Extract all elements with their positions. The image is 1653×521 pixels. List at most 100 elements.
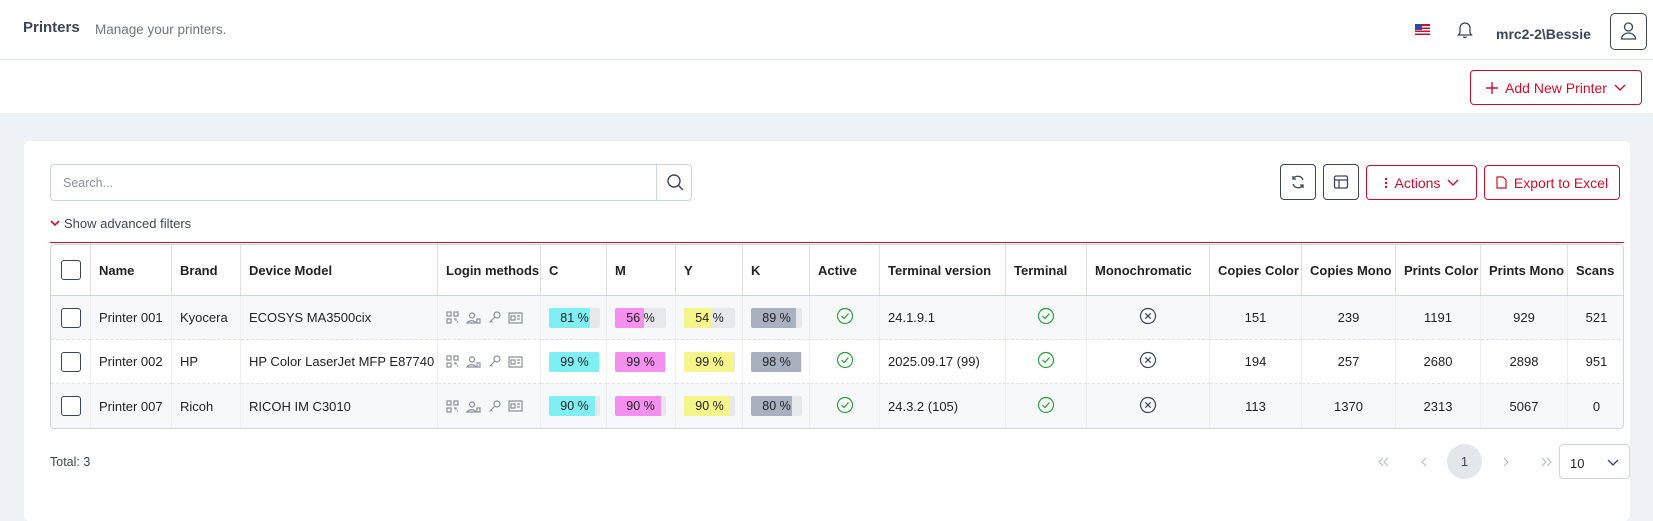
column-header[interactable]: K xyxy=(743,245,810,296)
next-page[interactable] xyxy=(1488,444,1523,479)
column-header[interactable]: Y xyxy=(676,245,743,296)
status-yes-icon-path xyxy=(1037,307,1055,325)
checkbox[interactable] xyxy=(60,260,81,280)
status-no-icon-path xyxy=(1139,396,1157,413)
flag-icon[interactable] xyxy=(1415,24,1430,35)
scans-cell: 951 xyxy=(1568,340,1623,384)
search-box[interactable]: Search... xyxy=(50,164,692,201)
user-name[interactable]: mrc2-2\Bessie xyxy=(1496,26,1591,42)
prev-page[interactable] xyxy=(1406,444,1441,479)
copies-color-cell: 194 xyxy=(1210,340,1302,384)
advanced-filters-toggle[interactable]: Show advanced filters xyxy=(50,216,191,231)
printers-table: Name Brand Device Model Login methods C M Y K Ac… xyxy=(51,245,1623,428)
notification-icon[interactable] xyxy=(1457,21,1473,39)
login-icons xyxy=(446,355,532,368)
active-cell xyxy=(810,384,880,428)
login-icons xyxy=(446,399,532,413)
page-size-value: 10 xyxy=(1570,456,1585,471)
toner-bar: 56 % xyxy=(615,307,666,328)
qr-icon xyxy=(446,399,459,413)
user-pin-icon xyxy=(466,356,481,368)
export-button[interactable]: Export to Excel xyxy=(1484,165,1620,200)
qr-icon-path xyxy=(446,399,459,413)
toner-label: 81 % xyxy=(560,310,589,325)
column-header[interactable]: Name xyxy=(91,245,172,296)
prev-page-icon-path xyxy=(1420,457,1426,466)
toner-fill xyxy=(615,351,666,372)
current-page[interactable]: 1 xyxy=(1447,444,1482,479)
column-header[interactable]: Copies Color xyxy=(1210,245,1302,296)
toner-label: 99 % xyxy=(626,354,655,369)
first-page[interactable] xyxy=(1365,444,1400,479)
checkbox[interactable] xyxy=(60,307,81,328)
toner-bar: 99 % xyxy=(549,351,600,372)
login-methods-cell xyxy=(438,340,541,384)
printer-row[interactable]: Printer 007 Ricoh RICOH IM C3010 90 % 90 % 90… xyxy=(51,384,1623,428)
toner-cell: 90 % xyxy=(676,384,743,428)
column-header[interactable]: Prints Mono xyxy=(1481,245,1568,296)
toner-label: 90 % xyxy=(626,399,655,413)
header-row: Name Brand Device Model Login methods C M Y K Ac… xyxy=(51,245,1623,296)
prints-mono-cell: 5067 xyxy=(1481,384,1568,428)
actions-button[interactable]: Actions xyxy=(1366,165,1477,200)
search-button[interactable] xyxy=(656,164,692,201)
column-header[interactable]: C xyxy=(541,245,607,296)
name-cell: Printer 001 xyxy=(91,296,172,340)
toner-bar: 81 % xyxy=(549,307,600,328)
card-icon-path xyxy=(508,400,523,412)
refresh-button[interactable] xyxy=(1280,164,1316,200)
card-icon-path xyxy=(508,311,523,324)
prev-page-icon xyxy=(1420,457,1426,466)
chevron-icon xyxy=(1607,459,1619,466)
column-header[interactable]: Device Model xyxy=(241,245,438,296)
active-cell xyxy=(810,340,880,384)
first-page-icon-path xyxy=(1377,457,1388,466)
column-header[interactable]: Prints Color xyxy=(1396,245,1481,296)
column-header[interactable]: Terminal xyxy=(1006,245,1087,296)
printer-row[interactable]: Printer 001 Kyocera ECOSYS MA3500cix 81 % 56… xyxy=(51,296,1623,340)
model-cell: HP Color LaserJet MFP E87740 xyxy=(241,340,438,384)
status-yes-icon xyxy=(1037,396,1055,413)
key-icon-path xyxy=(489,311,501,323)
copies-mono-cell: 239 xyxy=(1302,296,1396,340)
toner-fill xyxy=(549,307,591,328)
profile-button[interactable] xyxy=(1610,13,1647,50)
monochromatic-cell xyxy=(1087,384,1210,428)
status-yes-icon xyxy=(1037,307,1055,325)
user-icon xyxy=(1620,22,1637,40)
copies-color-cell: 151 xyxy=(1210,296,1302,340)
chevron-icon xyxy=(1447,179,1459,186)
add-printer-label: Add New Printer xyxy=(1505,79,1607,96)
last-page[interactable] xyxy=(1529,444,1564,479)
add-printer-button[interactable]: Add New Printer xyxy=(1470,70,1642,105)
column-header[interactable]: Copies Mono xyxy=(1302,245,1396,296)
column-header[interactable]: Brand xyxy=(172,245,241,296)
file-icon xyxy=(1496,176,1507,189)
column-header[interactable]: M xyxy=(607,245,676,296)
column-header[interactable]: Monochromatic xyxy=(1087,245,1210,296)
column-header[interactable]: Active xyxy=(810,245,880,296)
columns-button[interactable] xyxy=(1323,164,1359,200)
toner-bar: 98 % xyxy=(751,351,802,372)
prints-mono-cell: 2898 xyxy=(1481,340,1568,384)
user-pin-icon-path xyxy=(466,356,481,368)
column-header[interactable]: Scans xyxy=(1568,245,1623,296)
page-size-select[interactable]: 10 xyxy=(1559,444,1630,479)
printer-row[interactable]: Printer 002 HP HP Color LaserJet MFP E8774… xyxy=(51,340,1623,384)
copies-mono-cell: 257 xyxy=(1302,340,1396,384)
column-header[interactable]: Login methods xyxy=(438,245,541,296)
select-cell xyxy=(51,384,91,428)
prints-mono-cell: 929 xyxy=(1481,296,1568,340)
checkbox[interactable] xyxy=(60,396,81,416)
toner-label: 54 % xyxy=(695,310,724,325)
toner-label: 56 % xyxy=(626,310,655,325)
active-cell xyxy=(810,296,880,340)
card-icon-path xyxy=(508,355,523,368)
toner-cell: 56 % xyxy=(607,296,676,340)
toner-fill xyxy=(751,351,801,372)
export-label: Export to Excel xyxy=(1513,174,1609,191)
toner-cell: 54 % xyxy=(676,296,743,340)
checkbox[interactable] xyxy=(60,351,81,372)
column-header[interactable]: Terminal version xyxy=(880,245,1006,296)
